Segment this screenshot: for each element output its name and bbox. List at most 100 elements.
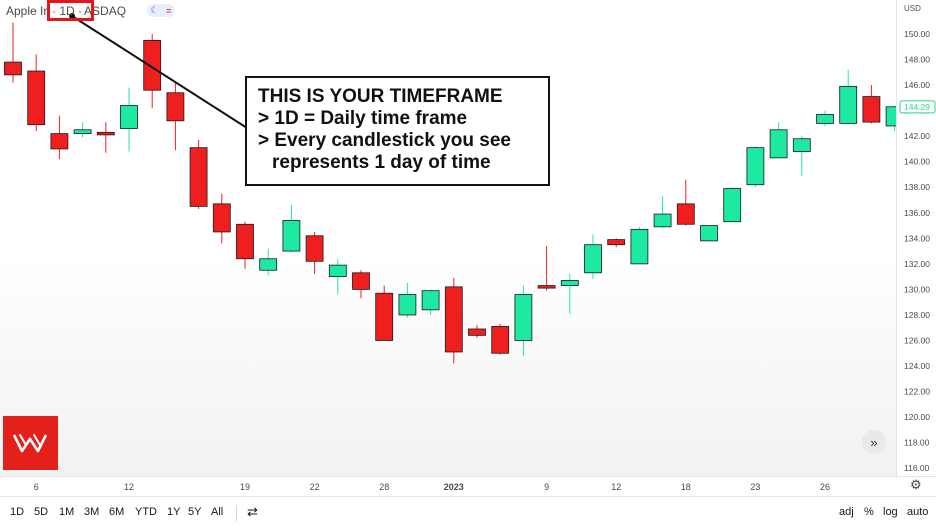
candle-15	[352, 270, 370, 299]
range-3m-button[interactable]: 3M	[84, 506, 100, 518]
candle-11	[259, 248, 278, 276]
candle-body	[816, 114, 834, 124]
candle-body	[259, 258, 278, 271]
range-1y-button[interactable]: 1Y	[167, 506, 181, 518]
candle-25	[584, 234, 602, 280]
candle-body	[27, 70, 46, 126]
candle-30	[700, 225, 718, 242]
candle-24	[560, 274, 579, 314]
time-tick-label: 18	[681, 482, 691, 492]
candle-body	[769, 129, 788, 159]
percent-button[interactable]: %	[864, 506, 874, 518]
price-tick-label: 130.00	[904, 284, 930, 294]
callout-line-1: THIS IS YOUR TIMEFRAME	[258, 86, 503, 107]
candle-14	[328, 258, 347, 295]
candle-body	[746, 147, 765, 186]
price-tick-label: 146.00	[904, 80, 930, 90]
date-range-icon[interactable]: ⇄	[247, 504, 258, 519]
time-tick-label: 28	[379, 482, 389, 492]
candle-0	[4, 22, 22, 83]
callout-line-4: represents 1 day of time	[272, 152, 491, 173]
candle-body	[792, 138, 811, 152]
candle-body	[352, 272, 370, 290]
candle-8	[189, 139, 208, 209]
callout-line-2: > 1D = Daily time frame	[258, 108, 468, 129]
candle-body	[444, 286, 463, 353]
candle-16	[375, 285, 394, 341]
candle-31	[723, 187, 742, 223]
candle-6	[143, 34, 162, 109]
log-button[interactable]: log	[883, 506, 898, 518]
chart-area[interactable]	[0, 0, 896, 476]
price-tick-label: 134.00	[904, 233, 930, 243]
candle-body	[166, 92, 185, 122]
gear-icon[interactable]: ⚙	[910, 477, 922, 492]
candle-body	[468, 328, 486, 336]
price-tick-label: 148.00	[904, 55, 930, 65]
adj-button[interactable]: adj	[839, 506, 854, 518]
price-tick-label: 120.00	[904, 412, 930, 422]
candle-body	[305, 235, 324, 262]
candle-37	[862, 85, 881, 124]
time-tick-label: 6	[34, 482, 39, 492]
range-ytd-button[interactable]: YTD	[135, 506, 157, 518]
candle-body	[4, 61, 22, 76]
time-tick-label: 19	[240, 482, 250, 492]
candle-28	[653, 196, 672, 229]
candle-29	[676, 179, 695, 226]
range-1m-button[interactable]: 1M	[59, 506, 75, 518]
timeframe-callout: THIS IS YOUR TIMEFRAME > 1D = Daily time…	[245, 76, 550, 186]
candle-23	[537, 245, 556, 291]
price-tick-label: 122.00	[904, 387, 930, 397]
candle-body	[143, 39, 162, 91]
candle-27	[630, 226, 649, 265]
time-tick-label: 26	[820, 482, 830, 492]
symbol-legend[interactable]: Apple In · 1D · ASDAQ	[6, 4, 128, 18]
candle-body	[398, 294, 417, 316]
price-tick-label: 128.00	[904, 310, 930, 320]
double-chevron-right-icon: »	[870, 434, 878, 450]
brand-logo	[3, 416, 58, 470]
candle-2	[50, 115, 69, 160]
annotation-arrow-dot	[69, 13, 75, 19]
range-1d-button[interactable]: 1D	[10, 506, 25, 518]
indicator-toggle[interactable]: ☾ =	[147, 4, 175, 17]
annotation-arrow	[71, 15, 248, 129]
price-axis[interactable]: 116.00 118.00 120.00 122.00 124.00 126.00 128.…	[896, 0, 936, 476]
candle-34	[792, 136, 811, 176]
scroll-to-realtime-button[interactable]: »	[862, 430, 886, 454]
candle-12	[282, 205, 301, 253]
currency-label: USD	[904, 4, 921, 13]
candle-body	[676, 203, 695, 225]
symbol-name: Apple In	[6, 4, 51, 18]
candlestick-chart[interactable]	[0, 0, 896, 476]
candle-35	[816, 110, 834, 126]
candle-body	[630, 228, 649, 265]
candle-19	[444, 277, 463, 364]
range-6m-button[interactable]: 6M	[109, 506, 125, 518]
range-5y-button[interactable]: 5Y	[188, 506, 202, 518]
candle-9	[212, 193, 231, 244]
time-axis[interactable]: 6 12 19 22 28 2023 9 12 18 23 26	[0, 476, 936, 497]
interval-label[interactable]: · 1D ·	[52, 4, 83, 18]
candle-body	[212, 203, 231, 233]
range-all-button[interactable]: All	[211, 506, 224, 518]
price-tick-label: 136.00	[904, 208, 930, 218]
candle-body	[885, 106, 896, 127]
candle-body	[189, 147, 208, 207]
candle-18	[421, 289, 440, 315]
range-5d-button[interactable]: 5D	[34, 506, 49, 518]
candle-17	[398, 283, 417, 318]
candle-32	[746, 146, 765, 188]
last-price-label: 144.29	[904, 102, 930, 112]
candle-1	[27, 54, 46, 132]
price-tick-label: 124.00	[904, 361, 930, 371]
candle-body	[421, 290, 440, 311]
candle-body	[839, 85, 858, 124]
candle-body	[584, 244, 602, 274]
auto-button[interactable]: auto	[907, 506, 929, 518]
candle-body	[607, 239, 626, 246]
callout-line-3: > Every candlestick you see	[258, 130, 511, 151]
toolbar-divider	[236, 505, 237, 521]
candle-body	[50, 133, 69, 150]
